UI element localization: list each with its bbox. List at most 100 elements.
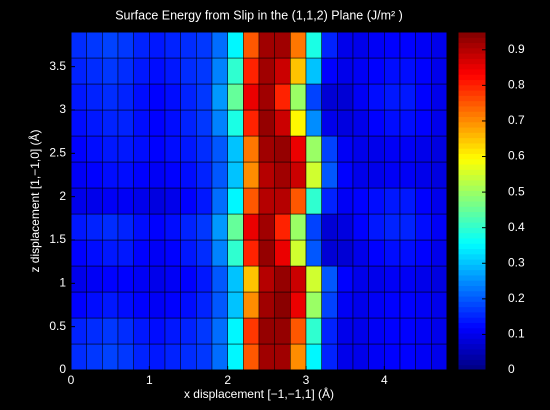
heatmap-cell <box>227 31 244 59</box>
y-tick-label: 2 <box>59 189 66 203</box>
heatmap-cell <box>164 161 181 189</box>
colorbar-swatch <box>458 90 486 96</box>
heatmap-cell <box>415 57 432 85</box>
colorbar-tick-label: 0.2 <box>508 291 525 305</box>
heatmap-cell <box>431 317 448 345</box>
heatmap-cell <box>211 57 228 85</box>
colorbar-swatch <box>458 127 486 133</box>
heatmap-cell <box>431 343 448 371</box>
colorbar-frame <box>457 31 487 371</box>
chart-title: Surface Energy from Slip in the (1,1,2) … <box>115 8 403 22</box>
colorbar: 0 0.1 0.2 0.3 0.4 0.5 0.6 0.7 0.8 0.9 <box>457 31 525 376</box>
heatmap-cell <box>290 317 307 345</box>
heatmap-cell <box>321 135 338 163</box>
colorbar-tick-label: 0 <box>508 362 515 376</box>
heatmap-cell <box>70 317 87 345</box>
heatmap-cell <box>305 57 322 85</box>
heatmap-cell <box>102 213 119 241</box>
heatmap-cell <box>70 135 87 163</box>
heatmap-cell <box>274 57 291 85</box>
heatmap-cell <box>149 31 166 59</box>
heatmap-cell <box>180 317 197 345</box>
colorbar-swatch <box>458 201 486 207</box>
heatmap-cell <box>399 265 416 293</box>
heatmap-cell <box>305 213 322 241</box>
heatmap-cell <box>243 161 260 189</box>
colorbar-swatch <box>458 306 486 313</box>
heatmap-cell <box>384 135 401 163</box>
heatmap-cell <box>227 161 244 189</box>
heatmap-cell <box>180 343 197 371</box>
heatmap-cell <box>149 187 166 215</box>
heatmap-cell <box>415 239 432 267</box>
heatmap-cell <box>321 343 338 371</box>
colorbar-tick-label: 0.5 <box>508 184 525 198</box>
heatmap-cell <box>274 161 291 189</box>
heatmap-cell <box>164 187 181 215</box>
colorbar-swatch <box>458 285 486 292</box>
heatmap-cell <box>70 187 87 215</box>
colorbar-tick-label: 0.6 <box>508 149 525 163</box>
heatmap-cell <box>149 213 166 241</box>
heatmap-cell <box>86 265 103 293</box>
heatmap-cell <box>321 161 338 189</box>
heatmap-cell <box>117 317 134 345</box>
heatmap-cell <box>258 265 275 293</box>
y-tick-label: 1.5 <box>49 232 66 246</box>
heatmap-cell <box>133 213 150 241</box>
heatmap-cell <box>352 161 369 189</box>
colorbar-swatch <box>458 74 486 81</box>
heatmap-cell <box>431 31 448 59</box>
heatmap-cell <box>164 83 181 111</box>
heatmap-cell <box>211 31 228 59</box>
heatmap-cell <box>102 31 119 59</box>
heatmap-cell <box>352 187 369 215</box>
colorbar-swatch <box>458 296 486 302</box>
heatmap-cell <box>337 343 354 371</box>
heatmap-cell <box>415 265 432 293</box>
heatmap-cell <box>431 109 448 137</box>
colorbar-swatch <box>458 137 486 144</box>
heatmap-cell <box>117 239 134 267</box>
colorbar-swatch <box>458 58 486 65</box>
heatmap-cell <box>305 187 322 215</box>
heatmap-cell <box>352 265 369 293</box>
heatmap-cell <box>258 161 275 189</box>
colorbar-swatch <box>458 211 486 218</box>
heatmap-cell <box>211 265 228 293</box>
x-tick-label: 2 <box>224 373 231 387</box>
heatmap-cell <box>164 135 181 163</box>
heatmap-cell <box>164 291 181 319</box>
heatmap-cell <box>211 291 228 319</box>
heatmap-cell <box>431 213 448 241</box>
y-tick-label: 1 <box>59 276 66 290</box>
heatmap-cell <box>180 57 197 85</box>
heatmap-cell <box>86 213 103 241</box>
heatmap-cell <box>399 239 416 267</box>
y-tick-label: 3 <box>59 102 66 116</box>
heatmap-cell <box>133 291 150 319</box>
heatmap-cell <box>305 239 322 267</box>
heatmap-cell <box>305 31 322 59</box>
heatmap-cell <box>305 161 322 189</box>
colorbar-swatch <box>458 132 486 139</box>
heatmap-cell <box>227 135 244 163</box>
heatmap-cell <box>149 239 166 267</box>
heatmap-cell <box>384 31 401 59</box>
heatmap-cell <box>227 265 244 293</box>
heatmap-cell <box>211 161 228 189</box>
heatmap-cell <box>70 239 87 267</box>
heatmap-cell <box>384 343 401 371</box>
heatmap-cell <box>243 83 260 111</box>
heatmap-cell <box>274 83 291 111</box>
colorbar-swatch <box>458 164 486 170</box>
heatmap-cell <box>243 187 260 215</box>
heatmap-cell <box>399 31 416 59</box>
heatmap-cell <box>274 135 291 163</box>
colorbar-swatch <box>458 116 486 123</box>
heatmap-cell <box>431 187 448 215</box>
heatmap-cell <box>368 265 385 293</box>
heatmap-cell <box>196 57 213 85</box>
colorbar-swatch <box>458 158 486 165</box>
heatmap-cell <box>133 187 150 215</box>
